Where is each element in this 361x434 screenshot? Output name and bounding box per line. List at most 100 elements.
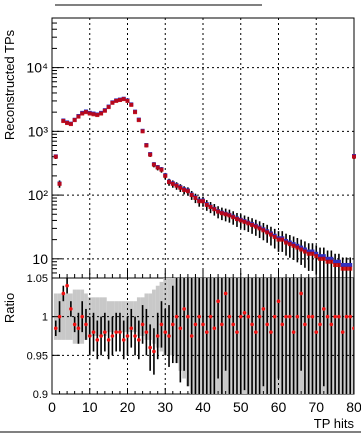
ratio-point xyxy=(69,307,73,311)
ratio-point xyxy=(110,334,115,338)
x-tick-label: 40 xyxy=(195,399,211,415)
ratio-point xyxy=(159,322,164,327)
main-point-red xyxy=(280,237,285,242)
main-point-red xyxy=(114,98,119,103)
ratio-point xyxy=(257,314,262,319)
ratio-point xyxy=(340,330,345,334)
x-tick-labels: 0 10 20 30 40 50 60 70 80 xyxy=(48,399,361,415)
main-point-red xyxy=(117,98,122,103)
main-point-red xyxy=(295,245,300,250)
main-point-red xyxy=(151,162,156,167)
ratio-point xyxy=(103,330,107,334)
ratio-point xyxy=(167,334,171,338)
main-point-blue xyxy=(336,259,341,264)
main-point-red xyxy=(129,102,134,107)
main-y-tick-label: 10⁴ xyxy=(26,60,48,76)
main-point-red xyxy=(185,189,190,194)
ratio-point xyxy=(344,314,349,319)
ratio-point xyxy=(53,326,58,331)
main-point-red xyxy=(65,121,70,126)
ratio-point xyxy=(118,330,122,334)
ratio-point xyxy=(269,330,273,334)
ratio-point xyxy=(106,338,111,342)
ratio-ytick-labels: 0.9 0.95 1 1.05 xyxy=(27,273,48,401)
main-point-red xyxy=(99,111,104,116)
main-point-red xyxy=(189,193,194,198)
main-point-red xyxy=(287,242,292,247)
ratio-point xyxy=(310,314,315,319)
ratio-y-tick-label: 1 xyxy=(42,312,48,324)
main-point-blue xyxy=(314,251,319,256)
ratio-point xyxy=(91,330,96,334)
main-point-blue xyxy=(302,247,307,252)
ratio-point xyxy=(227,314,232,319)
main-point-red xyxy=(344,266,349,271)
ratio-point xyxy=(171,322,175,327)
ratio-point xyxy=(254,330,258,334)
main-point-red xyxy=(250,222,255,227)
main-point-red xyxy=(170,181,175,186)
ratio-y-tick-label: 1.05 xyxy=(27,273,48,285)
main-point-red xyxy=(95,113,100,118)
main-y-axis-label: Reconstructed TPs xyxy=(2,29,17,140)
ratio-point xyxy=(348,314,353,319)
main-point-red xyxy=(227,213,232,218)
ratio-point xyxy=(163,330,168,334)
ratio-y-tick-label: 0.9 xyxy=(33,389,48,401)
main-point-red xyxy=(174,183,179,188)
main-point-red xyxy=(106,105,111,110)
ratio-point xyxy=(114,330,118,334)
main-point-red xyxy=(178,185,183,190)
ratio-point xyxy=(223,291,228,296)
ratio-point xyxy=(318,322,322,327)
main-point-red xyxy=(136,118,141,123)
ratio-point xyxy=(189,334,194,338)
main-point-red xyxy=(182,188,187,193)
main-point-red xyxy=(208,204,213,209)
ratio-point xyxy=(325,314,330,319)
main-point-blue xyxy=(306,249,311,254)
main-point-red xyxy=(61,119,66,124)
main-point-red xyxy=(352,154,356,159)
main-point-red xyxy=(242,219,247,224)
ratio-point xyxy=(57,314,62,319)
x-tick-label: 50 xyxy=(233,399,249,415)
main-point-red xyxy=(265,230,270,235)
main-point-red xyxy=(318,256,323,261)
main-point-red xyxy=(57,181,62,186)
main-point-red xyxy=(125,98,130,103)
main-point-blue xyxy=(344,262,349,267)
main-point-red xyxy=(302,249,307,254)
ratio-point xyxy=(242,311,247,315)
x-tick-label: 10 xyxy=(82,399,98,415)
main-point-red xyxy=(310,251,315,256)
ratio-y-axis-label: Ratio xyxy=(2,293,17,323)
main-point-red xyxy=(340,266,345,271)
x-tick-label: 70 xyxy=(308,399,324,415)
ratio-point xyxy=(299,291,303,296)
ratio-point xyxy=(329,322,334,327)
ratio-point xyxy=(314,330,319,334)
main-point-blue xyxy=(348,262,353,267)
ratio-point xyxy=(261,307,266,311)
ratio-point xyxy=(235,330,239,334)
main-point-red xyxy=(284,240,289,245)
ratio-point xyxy=(155,334,160,338)
main-point-blue xyxy=(318,254,323,259)
main-point-red xyxy=(276,237,281,242)
main-point-red xyxy=(204,202,209,207)
main-point-red xyxy=(238,218,243,223)
ratio-point xyxy=(152,349,156,354)
main-point-red xyxy=(76,114,81,119)
ratio-point xyxy=(212,326,217,331)
main-point-red xyxy=(329,259,334,264)
x-axis-label: TP hits xyxy=(314,416,355,431)
ratio-point xyxy=(284,314,288,319)
x-tick-label: 80 xyxy=(346,399,361,415)
main-point-red xyxy=(212,207,217,212)
main-point-red xyxy=(197,199,202,204)
ratio-point xyxy=(61,291,66,296)
ratio-point xyxy=(238,314,243,319)
main-point-blue xyxy=(340,262,345,267)
